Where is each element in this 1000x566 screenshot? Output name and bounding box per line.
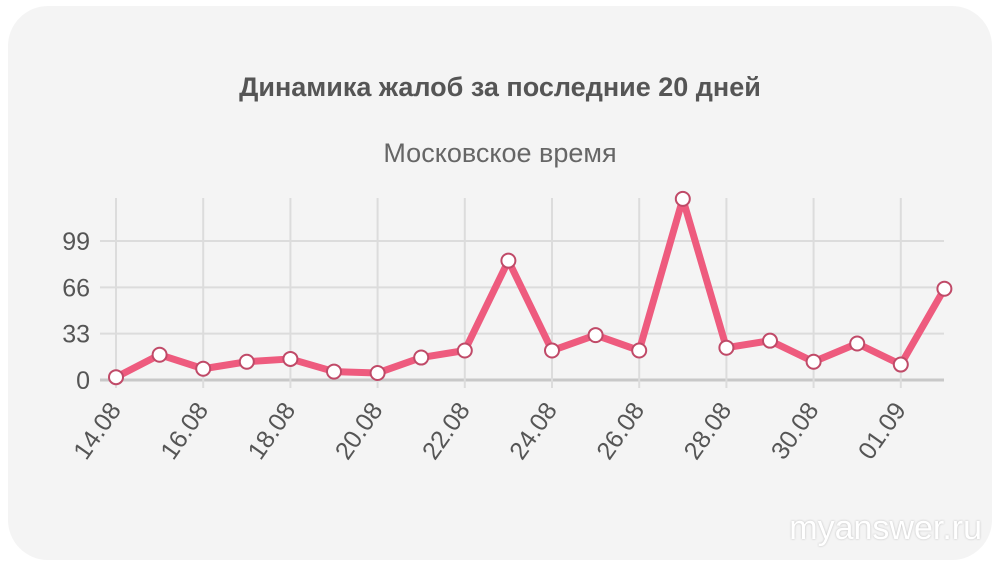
x-tick-label: 30.08 <box>766 397 825 464</box>
data-point <box>282 350 299 367</box>
data-point <box>936 280 953 297</box>
watermark: myanswer.ru <box>789 509 982 547</box>
x-tick-label: 16.08 <box>155 397 214 464</box>
data-point <box>413 349 430 366</box>
data-point <box>631 342 648 359</box>
data-point <box>195 360 212 377</box>
data-point <box>326 363 342 380</box>
chart-subtitle: Московское время <box>383 138 617 168</box>
data-point <box>151 346 168 363</box>
x-tick-label: 20.08 <box>330 397 389 464</box>
data-point <box>762 332 778 349</box>
y-tick-label: 99 <box>62 228 90 256</box>
x-tick-label: 28.08 <box>678 397 737 464</box>
x-tick-label: 26.08 <box>591 397 650 464</box>
x-tick-label: 01.09 <box>853 397 912 464</box>
data-point <box>805 353 822 370</box>
chart-title: Динамика жалоб за последние 20 дней <box>239 72 761 102</box>
x-tick-label: 18.08 <box>242 397 301 464</box>
data-point <box>369 364 386 381</box>
data-point <box>587 327 604 344</box>
data-point <box>849 335 866 352</box>
data-point <box>238 353 255 370</box>
y-tick-label: 33 <box>62 321 90 349</box>
data-point <box>892 356 909 373</box>
x-tick-label: 14.08 <box>68 397 127 464</box>
data-point <box>456 342 473 359</box>
data-point <box>500 252 517 269</box>
x-tick-label: 24.08 <box>504 397 563 464</box>
data-point <box>544 342 560 359</box>
y-tick-label: 0 <box>76 367 90 395</box>
data-point <box>674 190 691 207</box>
y-tick-label: 66 <box>62 274 90 302</box>
x-tick-label: 22.08 <box>417 397 476 464</box>
data-point <box>108 369 124 386</box>
data-point <box>718 339 735 356</box>
